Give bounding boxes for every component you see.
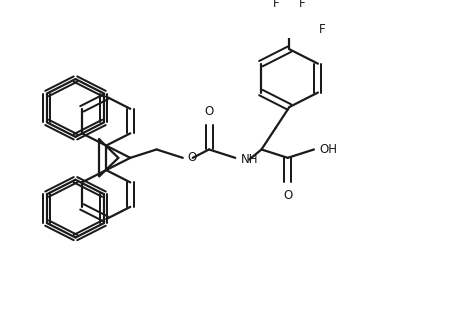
Text: F: F: [273, 0, 280, 10]
Text: F: F: [299, 0, 305, 10]
Text: NH: NH: [241, 153, 259, 166]
Text: O: O: [283, 189, 292, 202]
Text: F: F: [319, 23, 326, 36]
Text: O: O: [188, 151, 197, 164]
Text: OH: OH: [319, 143, 337, 156]
Text: O: O: [204, 105, 214, 118]
